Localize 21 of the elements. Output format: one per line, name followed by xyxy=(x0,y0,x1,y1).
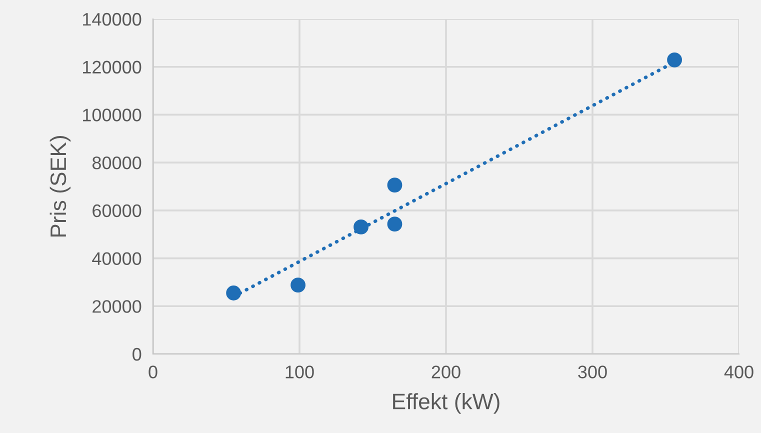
y-tick-label: 80000 xyxy=(92,156,142,170)
point xyxy=(667,52,682,68)
point xyxy=(354,219,368,234)
y-tick-label: 40000 xyxy=(92,252,142,266)
point xyxy=(226,286,242,300)
y-tick-label: 20000 xyxy=(92,300,142,313)
point xyxy=(387,216,402,232)
y-tick-label: 100000 xyxy=(83,108,142,122)
x-tick-label: 100 xyxy=(286,366,314,378)
x-tick-label: 0 xyxy=(148,366,158,378)
x-tick-label: 300 xyxy=(578,366,607,378)
y-tick-label: 60000 xyxy=(92,204,142,218)
point xyxy=(290,278,306,293)
x-tick-label: 200 xyxy=(432,366,460,378)
x-axis-title: Effekt (kW) xyxy=(393,393,500,414)
y-axis-title: Pris (SEK) xyxy=(50,136,71,237)
y-tick-label: 120000 xyxy=(83,60,142,74)
x-tick-label: 400 xyxy=(724,366,754,378)
y-tick-label: 140000 xyxy=(83,12,142,26)
y-tick-label: 0 xyxy=(132,348,142,361)
point xyxy=(387,178,402,193)
